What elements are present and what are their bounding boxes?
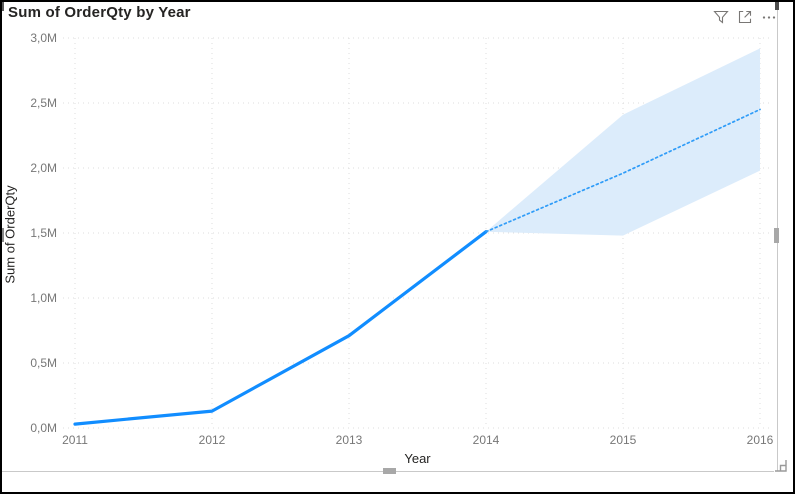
vertical-scrollbar-thumb[interactable] [774,228,779,243]
forecast-confidence-band [486,48,760,236]
filter-icon[interactable] [712,8,729,25]
svg-text:2011: 2011 [62,433,88,447]
top-right-edge-tick [775,2,779,10]
svg-text:2,0M: 2,0M [30,161,57,175]
y-axis-title: Sum of OrderQty [2,185,18,284]
y-axis-tick-labels: 0,0M 0,5M 1,0M 1,5M 2,0M 2,5M 3,0M [30,31,57,435]
horizontal-scrollbar-thumb[interactable] [383,468,396,474]
svg-text:0,5M: 0,5M [30,356,57,370]
forecast-line [485,108,761,233]
corner-resize-grip[interactable] [774,460,788,472]
svg-text:1,5M: 1,5M [30,226,57,240]
visual-header [712,8,777,25]
gridlines [63,37,773,429]
actual-line [73,230,488,426]
svg-text:2016: 2016 [747,433,774,447]
x-axis-title: Year [404,451,431,466]
x-axis-tick-labels: 2011 2012 2013 2014 2015 2016 [62,433,774,447]
focus-mode-icon[interactable] [736,8,753,25]
svg-text:1,0M: 1,0M [30,291,57,305]
svg-text:2014: 2014 [473,433,500,447]
left-middle-edge-tick [2,228,4,242]
svg-text:3,0M: 3,0M [30,31,57,45]
svg-text:2,5M: 2,5M [30,96,57,110]
visual-title: Sum of OrderQty by Year [8,4,191,21]
svg-text:2013: 2013 [336,433,363,447]
svg-text:2015: 2015 [610,433,637,447]
svg-text:2012: 2012 [199,433,226,447]
svg-text:0,0M: 0,0M [30,421,57,435]
top-left-edge-tick [2,2,4,11]
more-options-icon[interactable] [760,8,777,25]
